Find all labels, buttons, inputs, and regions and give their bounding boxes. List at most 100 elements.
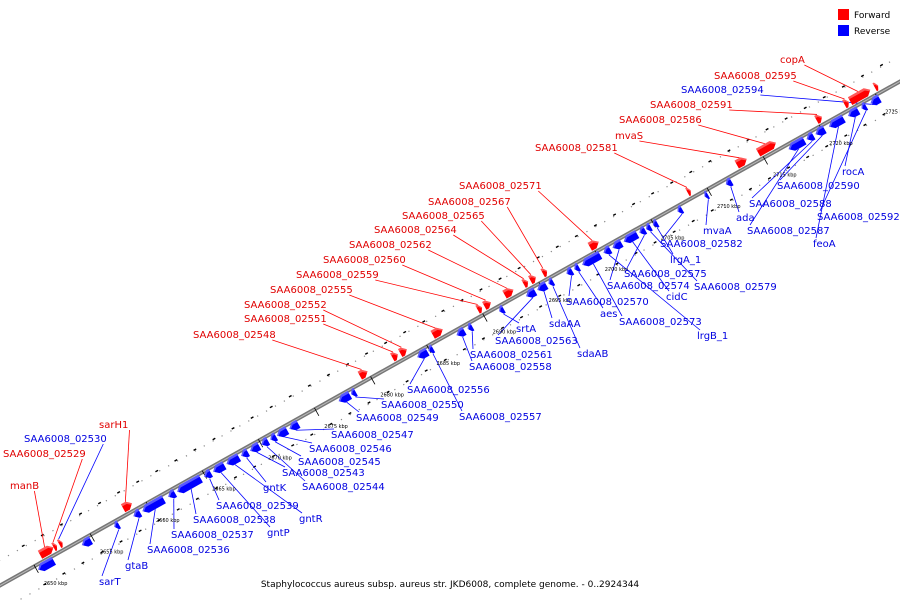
gene-saa6008-02582[interactable] (677, 205, 685, 214)
gene-label-saa6008-02548[interactable]: SAA6008_02548 (193, 330, 276, 341)
gene-arrow[interactable] (56, 539, 63, 548)
gene-saa6008-02590[interactable] (815, 125, 827, 136)
gene-label-saa6008-02588[interactable]: SAA6008_02588 (749, 199, 832, 210)
gene-saa6008-02563[interactable] (526, 287, 538, 298)
gene-arrow[interactable] (603, 245, 613, 255)
gene-arrow[interactable] (587, 240, 599, 251)
gene-label-saa6008-02595[interactable]: SAA6008_02595 (714, 71, 797, 82)
gene-label-saa6008-02581[interactable]: SAA6008_02581 (535, 143, 618, 154)
gene-arrow[interactable] (390, 352, 398, 362)
gene-arrow[interactable] (612, 239, 624, 250)
gene-arrow[interactable] (133, 508, 143, 518)
gene-label-gntk[interactable]: gntK (263, 483, 287, 494)
gene-label-gntr[interactable]: gntR (299, 514, 323, 525)
gene-saa6008-02586[interactable] (755, 141, 777, 157)
gene-label-saa6008-02579[interactable]: SAA6008_02579 (694, 282, 777, 293)
gene-arrow[interactable] (814, 114, 822, 124)
gene-ada[interactable] (725, 177, 734, 187)
gene-arrow[interactable] (652, 218, 660, 228)
gene-arrow[interactable] (430, 327, 443, 339)
gene-saa6008-02574[interactable] (612, 239, 624, 250)
gene-saa6008-02560[interactable] (482, 300, 492, 310)
gene-arrow[interactable] (204, 468, 213, 479)
gene-saa6008-02544[interactable] (261, 436, 271, 447)
gene-arrow[interactable] (548, 277, 556, 287)
gene-label-saa6008-02586[interactable]: SAA6008_02586 (619, 115, 702, 126)
gene-label-sarh1[interactable]: sarH1 (99, 420, 128, 431)
gene-arrow[interactable] (338, 391, 353, 403)
gene-label-saa6008-02591[interactable]: SAA6008_02591 (650, 100, 733, 111)
gene-sart[interactable] (114, 520, 121, 530)
gene-label-saa6008-02558[interactable]: SAA6008_02558 (469, 362, 552, 373)
gene-arrow[interactable] (81, 536, 93, 547)
gene-gntk[interactable] (241, 448, 250, 458)
gene-label-saa6008-02594[interactable]: SAA6008_02594 (681, 85, 764, 96)
gene-label-lrga-1[interactable]: lrgA_1 (670, 255, 701, 266)
gene-label-sart[interactable]: sarT (99, 577, 121, 588)
gene-label-gtab[interactable]: gtaB (125, 561, 148, 572)
gene-saa6008-02547[interactable] (289, 419, 301, 431)
gene-saa6008-02570[interactable] (566, 266, 575, 276)
gene-arrow[interactable] (574, 262, 581, 272)
gene-arrow[interactable] (829, 114, 846, 129)
gene-arrow[interactable] (566, 266, 575, 276)
gene-label-saa6008-02537[interactable]: SAA6008_02537 (171, 530, 254, 541)
gene-label-saa6008-02543[interactable]: SAA6008_02543 (282, 468, 365, 479)
gene-arrow[interactable] (241, 448, 250, 458)
gene-saa6008-02552[interactable] (398, 347, 408, 357)
gene-label-saa6008-02562[interactable]: SAA6008_02562 (349, 240, 432, 251)
gene-label-feoa[interactable]: feoA (813, 239, 836, 250)
gene-sarh1[interactable] (120, 501, 133, 513)
gene-arrow[interactable] (842, 99, 849, 109)
gene-label-saa6008-02546[interactable]: SAA6008_02546 (309, 444, 392, 455)
gene-label-saa6008-02567[interactable]: SAA6008_02567 (428, 197, 511, 208)
gene-gntr[interactable] (226, 453, 242, 466)
gene-label-saa6008-02550[interactable]: SAA6008_02550 (381, 400, 464, 411)
gene-arrow[interactable] (467, 322, 475, 332)
gene-arrow[interactable] (526, 287, 538, 298)
gene-mvas[interactable] (734, 157, 748, 169)
gene-label-saa6008-02536[interactable]: SAA6008_02536 (147, 545, 230, 556)
gene-arrow[interactable] (277, 426, 290, 438)
gene-mvaa[interactable] (704, 190, 710, 200)
gene-arrow[interactable] (37, 545, 54, 559)
gene-label-cidc[interactable]: cidC (666, 292, 688, 303)
gene-arrow[interactable] (38, 556, 56, 572)
gene-label-saa6008-02555[interactable]: SAA6008_02555 (270, 285, 353, 296)
gene-arrow[interactable] (51, 542, 58, 552)
gene-label-saa6008-02564[interactable]: SAA6008_02564 (374, 225, 457, 236)
gene-arrow[interactable] (872, 82, 879, 92)
gene-saa6008-02551[interactable] (390, 352, 399, 362)
gene-arrow[interactable] (537, 281, 549, 292)
gene-label-saa6008-02529[interactable]: SAA6008_02529 (3, 449, 86, 460)
gene-arrow[interactable] (582, 250, 603, 267)
gene-label-lrgb-1[interactable]: lrgB_1 (697, 331, 728, 342)
gene-saa6008-02539[interactable] (204, 468, 213, 479)
gene-aes[interactable] (574, 262, 581, 272)
gene-arrow[interactable] (788, 136, 807, 151)
gene-arrow[interactable] (848, 106, 861, 118)
gene-label-saa6008-02563[interactable]: SAA6008_02563 (495, 336, 578, 347)
gene-arrow[interactable] (168, 489, 178, 499)
gene-label-saa6008-02530[interactable]: SAA6008_02530 (24, 434, 107, 445)
gene-saa6008-02550[interactable] (351, 387, 358, 397)
gene-arrow[interactable] (270, 432, 279, 442)
gene-arrow[interactable] (623, 230, 640, 244)
gene-lrga-1[interactable] (652, 218, 660, 228)
gene-feoa[interactable] (829, 114, 846, 129)
gene-label-saa6008-02574[interactable]: SAA6008_02574 (607, 281, 690, 292)
gene-saa6008-02595[interactable] (842, 99, 850, 109)
gene-label-manb[interactable]: manB (10, 481, 39, 492)
gene-label-saa6008-02547[interactable]: SAA6008_02547 (331, 430, 414, 441)
gene-arrow[interactable] (114, 520, 121, 530)
gene-arrow[interactable] (289, 419, 301, 431)
gene-label-saa6008-02545[interactable]: SAA6008_02545 (298, 457, 381, 468)
gene-arrow[interactable] (226, 453, 242, 466)
gene-saa6008-02559[interactable] (475, 304, 484, 314)
gene-label-saa6008-02539[interactable]: SAA6008_02539 (216, 501, 299, 512)
gene-saa6008-02564[interactable] (521, 279, 529, 288)
gene-gtab[interactable] (133, 508, 143, 518)
gene-label-sdaab[interactable]: sdaAB (577, 349, 609, 360)
gene-saa6008-02558[interactable] (456, 326, 467, 337)
gene-arrow[interactable] (725, 177, 734, 187)
